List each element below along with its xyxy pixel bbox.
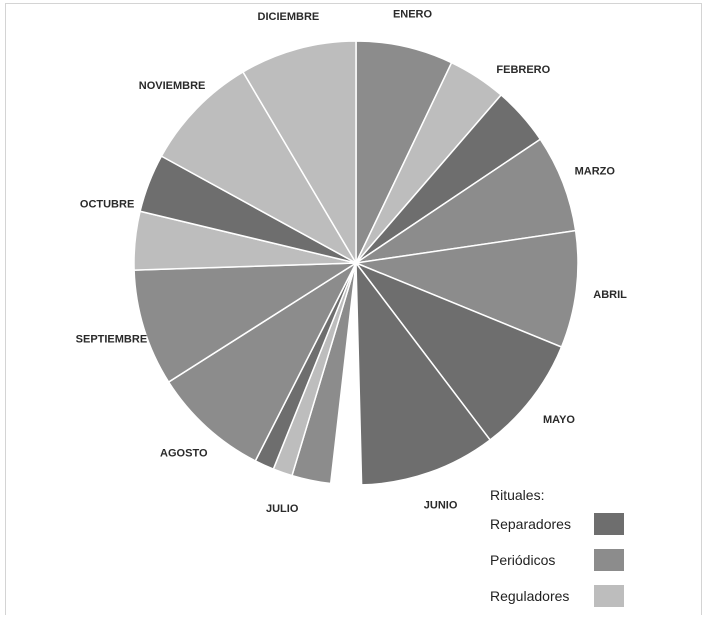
legend: Rituales: Reparadores Periódicos Regulad… [490,484,640,614]
month-label-junio: JUNIO [424,500,458,512]
month-label-diciembre: DICIEMBRE [258,11,320,23]
legend-swatch [594,585,624,607]
month-label-marzo: MARZO [575,166,616,178]
legend-label: Reguladores [490,588,570,604]
month-label-septiembre: SEPTIEMBRE [76,333,148,345]
pie-slice-junio [355,260,492,486]
legend-item-reparadores: Reparadores [490,506,640,542]
pie-slice-noviembre [160,70,359,265]
pie-slice-agosto [167,260,358,462]
legend-swatch [594,549,624,571]
legend-item-periodicos: Periódicos [490,542,640,578]
month-label-noviembre: NOVIEMBRE [139,80,206,92]
legend-label: Periódicos [490,552,556,568]
month-label-febrero: FEBRERO [496,64,550,76]
legend-swatch [594,513,624,535]
pie-slice-diciembre [241,40,357,266]
chart-frame [5,3,702,615]
pie-slice-abril [353,229,579,348]
month-label-agosto: AGOSTO [160,448,208,460]
pie-slice-mayo [353,261,563,441]
legend-title: Rituales: [490,487,545,503]
month-label-octubre: OCTUBRE [80,198,134,210]
month-label-julio: JULIO [266,503,299,515]
month-label-abril: ABRIL [593,289,627,301]
month-label-mayo: MAYO [543,414,575,426]
legend-item-reguladores: Reguladores [490,578,640,614]
month-label-enero: ENERO [393,8,433,20]
pie-slice-septiembre [133,262,359,384]
legend-label: Reparadores [490,516,571,532]
